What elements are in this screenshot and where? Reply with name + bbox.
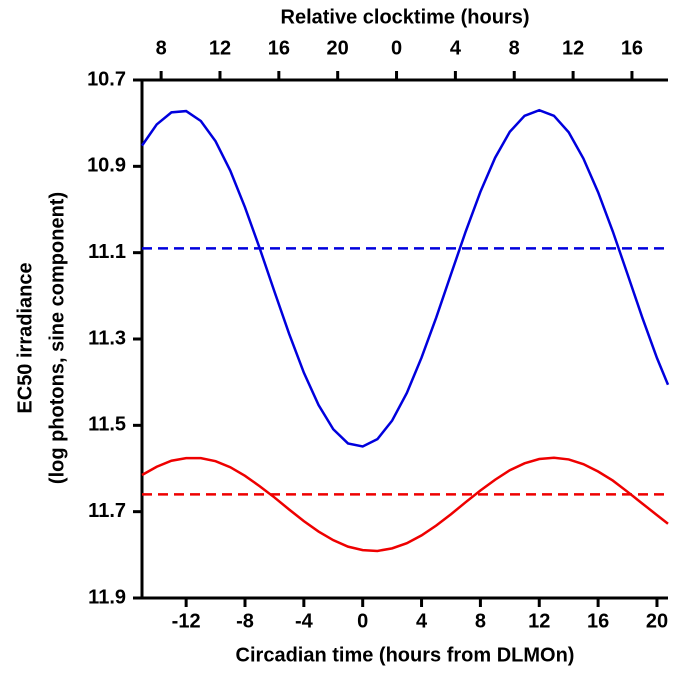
x-tick-label: -12 bbox=[172, 610, 201, 632]
x-tick-label: -8 bbox=[236, 610, 254, 632]
x2-tick-label: 16 bbox=[621, 37, 643, 59]
x-tick-label: -4 bbox=[295, 610, 314, 632]
x2-tick-label: 0 bbox=[391, 37, 402, 59]
x-tick-label: 12 bbox=[528, 610, 550, 632]
x2-axis-title: Relative clocktime (hours) bbox=[281, 6, 530, 28]
x2-tick-label: 12 bbox=[209, 37, 231, 59]
x-tick-label: 16 bbox=[587, 610, 609, 632]
x2-tick-label: 12 bbox=[562, 37, 584, 59]
y-axis-title: EC50 irradiance bbox=[14, 262, 36, 413]
line-series bbox=[141, 456, 669, 553]
x-tick-label: 0 bbox=[357, 610, 368, 632]
y-axis-title: (log photons, sine component) bbox=[46, 192, 68, 484]
x-axis-title: Circadian time (hours from DLMOn) bbox=[236, 644, 575, 666]
y-tick-label: 11.5 bbox=[88, 414, 126, 436]
x2-tick-label: 8 bbox=[156, 37, 167, 59]
x-tick-label: 4 bbox=[416, 610, 428, 632]
x2-tick-label: 16 bbox=[268, 37, 290, 59]
y-tick-label: 11.3 bbox=[88, 327, 126, 349]
line-series bbox=[140, 108, 670, 448]
x-tick-label: 20 bbox=[646, 610, 668, 632]
x2-tick-label: 4 bbox=[450, 37, 462, 59]
x2-tick-label: 8 bbox=[509, 37, 520, 59]
y-tick-label: 11.9 bbox=[88, 586, 126, 608]
y-tick-label: 11.7 bbox=[88, 500, 126, 522]
x-tick-label: 8 bbox=[475, 610, 486, 632]
x2-tick-label: 20 bbox=[327, 37, 349, 59]
y-tick-label: 11.1 bbox=[88, 241, 126, 263]
y-tick-label: 10.7 bbox=[87, 68, 126, 90]
y-tick-label: 10.9 bbox=[87, 155, 126, 177]
